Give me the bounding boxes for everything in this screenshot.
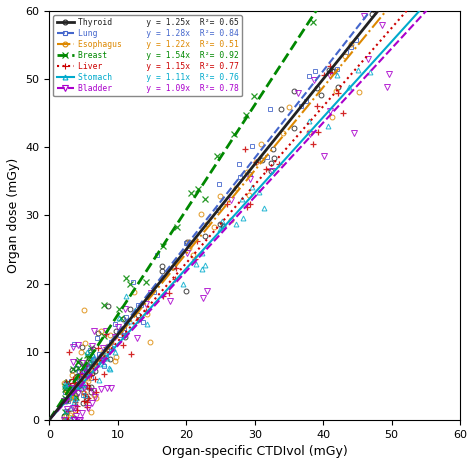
- Legend: Thyroid       y = 1.25x  R²= 0.65, Lung          y = 1.28x  R²= 0.84, Esophagus : Thyroid y = 1.25x R²= 0.65, Lung y = 1.2…: [54, 15, 242, 97]
- Y-axis label: Organ dose (mGy): Organ dose (mGy): [7, 158, 20, 273]
- X-axis label: Organ-specific CTDIvol (mGy): Organ-specific CTDIvol (mGy): [162, 445, 347, 458]
